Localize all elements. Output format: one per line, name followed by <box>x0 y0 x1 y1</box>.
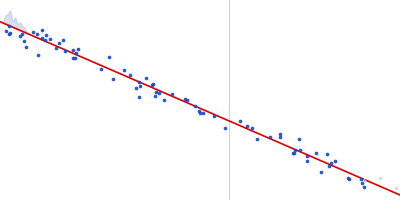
Point <box>149 84 156 87</box>
Point <box>56 42 62 45</box>
Point <box>52 47 59 50</box>
Point <box>73 52 80 55</box>
Point <box>244 124 250 127</box>
Point <box>290 151 296 154</box>
Point <box>296 138 302 141</box>
Point <box>192 104 198 108</box>
Point <box>127 73 134 76</box>
Point <box>155 92 162 95</box>
Point <box>393 187 399 190</box>
Point <box>75 47 82 50</box>
Point <box>136 85 143 88</box>
Point <box>70 49 76 52</box>
Point <box>313 151 319 154</box>
Point <box>361 179 367 182</box>
Point <box>200 111 206 115</box>
Point <box>143 76 149 79</box>
Point <box>326 164 332 167</box>
Point <box>291 151 297 154</box>
Point <box>276 133 283 136</box>
Point <box>359 181 366 184</box>
Point <box>153 90 160 93</box>
Point <box>62 49 68 52</box>
Point <box>72 56 78 59</box>
Point <box>222 126 228 129</box>
Point <box>106 55 112 58</box>
Point <box>184 99 190 102</box>
Point <box>6 32 13 36</box>
Point <box>6 32 13 35</box>
Point <box>39 29 45 32</box>
Point <box>121 69 127 72</box>
Point <box>136 80 142 83</box>
Point <box>46 38 53 41</box>
Point <box>360 186 367 189</box>
Point <box>133 86 140 89</box>
Point <box>23 45 29 48</box>
Point <box>35 54 42 57</box>
Point <box>237 119 243 123</box>
Point <box>345 177 352 180</box>
Point <box>60 38 66 42</box>
Point <box>30 30 36 33</box>
Point <box>197 112 203 115</box>
Point <box>17 34 24 37</box>
Point <box>195 109 202 113</box>
Point <box>332 159 338 162</box>
Point <box>182 97 188 100</box>
Point <box>70 56 76 60</box>
Point <box>21 39 28 42</box>
Point <box>42 33 49 36</box>
Point <box>267 136 273 139</box>
Point <box>135 95 142 98</box>
Point <box>318 170 324 173</box>
Point <box>254 138 260 141</box>
Point <box>291 149 298 152</box>
Point <box>297 149 304 152</box>
Point <box>168 93 175 96</box>
Point <box>160 99 167 102</box>
Point <box>358 178 364 181</box>
Point <box>276 136 283 139</box>
Point <box>249 126 255 129</box>
Point <box>328 162 334 165</box>
Point <box>18 33 25 36</box>
Point <box>344 177 351 180</box>
Point <box>3 30 9 33</box>
Point <box>110 78 116 81</box>
Point <box>34 32 40 35</box>
Point <box>39 36 45 39</box>
Point <box>42 38 48 41</box>
Point <box>152 95 158 98</box>
Point <box>377 176 383 179</box>
Point <box>304 160 310 163</box>
Point <box>304 154 310 158</box>
Point <box>98 67 104 70</box>
Point <box>150 82 157 85</box>
Point <box>211 115 217 118</box>
Point <box>6 24 12 27</box>
Point <box>324 152 331 155</box>
